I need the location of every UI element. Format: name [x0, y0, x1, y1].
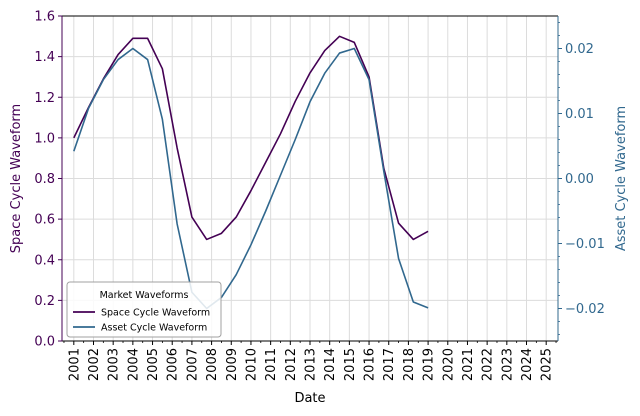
y-left-tick-label: 1.6	[34, 10, 55, 25]
x-tick-label: 2001	[67, 348, 82, 381]
x-tick-label: 2002	[87, 348, 102, 381]
y-left-tick-label: 0.0	[34, 335, 55, 350]
y-right-tick-label: 0.01	[565, 107, 594, 122]
y-left-tick-label: 1.4	[34, 50, 55, 65]
legend-label-1: Space Cycle Waveform	[101, 308, 210, 319]
x-tick-label: 2017	[382, 348, 397, 381]
series-line-2	[73, 47, 429, 310]
y-right-tick-label: 0.02	[565, 42, 594, 57]
x-tick-label: 2021	[461, 348, 476, 381]
x-tick-label: 2003	[107, 348, 122, 381]
x-tick-label: 2018	[402, 348, 417, 381]
x-tick-label: 2012	[284, 348, 299, 381]
x-tick-label: 2014	[323, 348, 338, 381]
x-tick-label: 2008	[205, 348, 220, 381]
x-tick-label: 2015	[343, 348, 358, 381]
y-left-tick-label: 1.0	[34, 131, 55, 146]
y-left-tick-label: 0.6	[34, 213, 55, 228]
x-tick-label: 2010	[244, 348, 259, 381]
x-tick-label: 2025	[540, 348, 555, 381]
x-tick-label: 2024	[520, 348, 535, 381]
x-tick-label: 2020	[441, 348, 456, 381]
y-left-axis-title: Space Cycle Waveform	[9, 104, 24, 253]
x-tick-label: 2013	[304, 348, 319, 381]
x-tick-label: 2007	[185, 348, 200, 381]
y-left-tick-label: 0.8	[34, 172, 55, 187]
series-layer	[73, 35, 429, 310]
x-tick-label: 2023	[500, 348, 515, 381]
y-right-tick-label: −0.01	[565, 237, 605, 252]
y-right-tick-label: 0.00	[565, 172, 594, 187]
x-tick-label: 2019	[422, 348, 437, 381]
x-tick-label: 2006	[166, 348, 181, 381]
legend-box	[66, 281, 222, 338]
legend-label-2: Asset Cycle Waveform	[101, 323, 207, 334]
series-line-1	[73, 35, 429, 241]
x-tick-label: 2009	[225, 348, 240, 381]
x-tick-label: 2011	[264, 348, 279, 381]
x-tick-label: 2016	[363, 348, 378, 381]
y-right-axis-title: Asset Cycle Waveform	[614, 106, 629, 251]
axes: 2001 2002 2003 2004 2005 2006 2007 2008 2009 2010…	[9, 10, 629, 407]
x-axis-title: Date	[294, 391, 325, 406]
legend-title: Market Waveforms	[100, 290, 189, 301]
y-right-tick-label: −0.02	[565, 302, 605, 317]
y-left-tick-label: 0.4	[34, 253, 55, 268]
x-tick-label: 2022	[481, 348, 496, 381]
y-left-tick-label: 0.2	[34, 294, 55, 309]
legend: Market Waveforms Space Cycle Waveform Asse…	[66, 281, 222, 338]
x-tick-label: 2004	[126, 348, 141, 381]
x-tick-label: 2005	[146, 348, 161, 381]
y-left-tick-label: 1.2	[34, 91, 55, 106]
